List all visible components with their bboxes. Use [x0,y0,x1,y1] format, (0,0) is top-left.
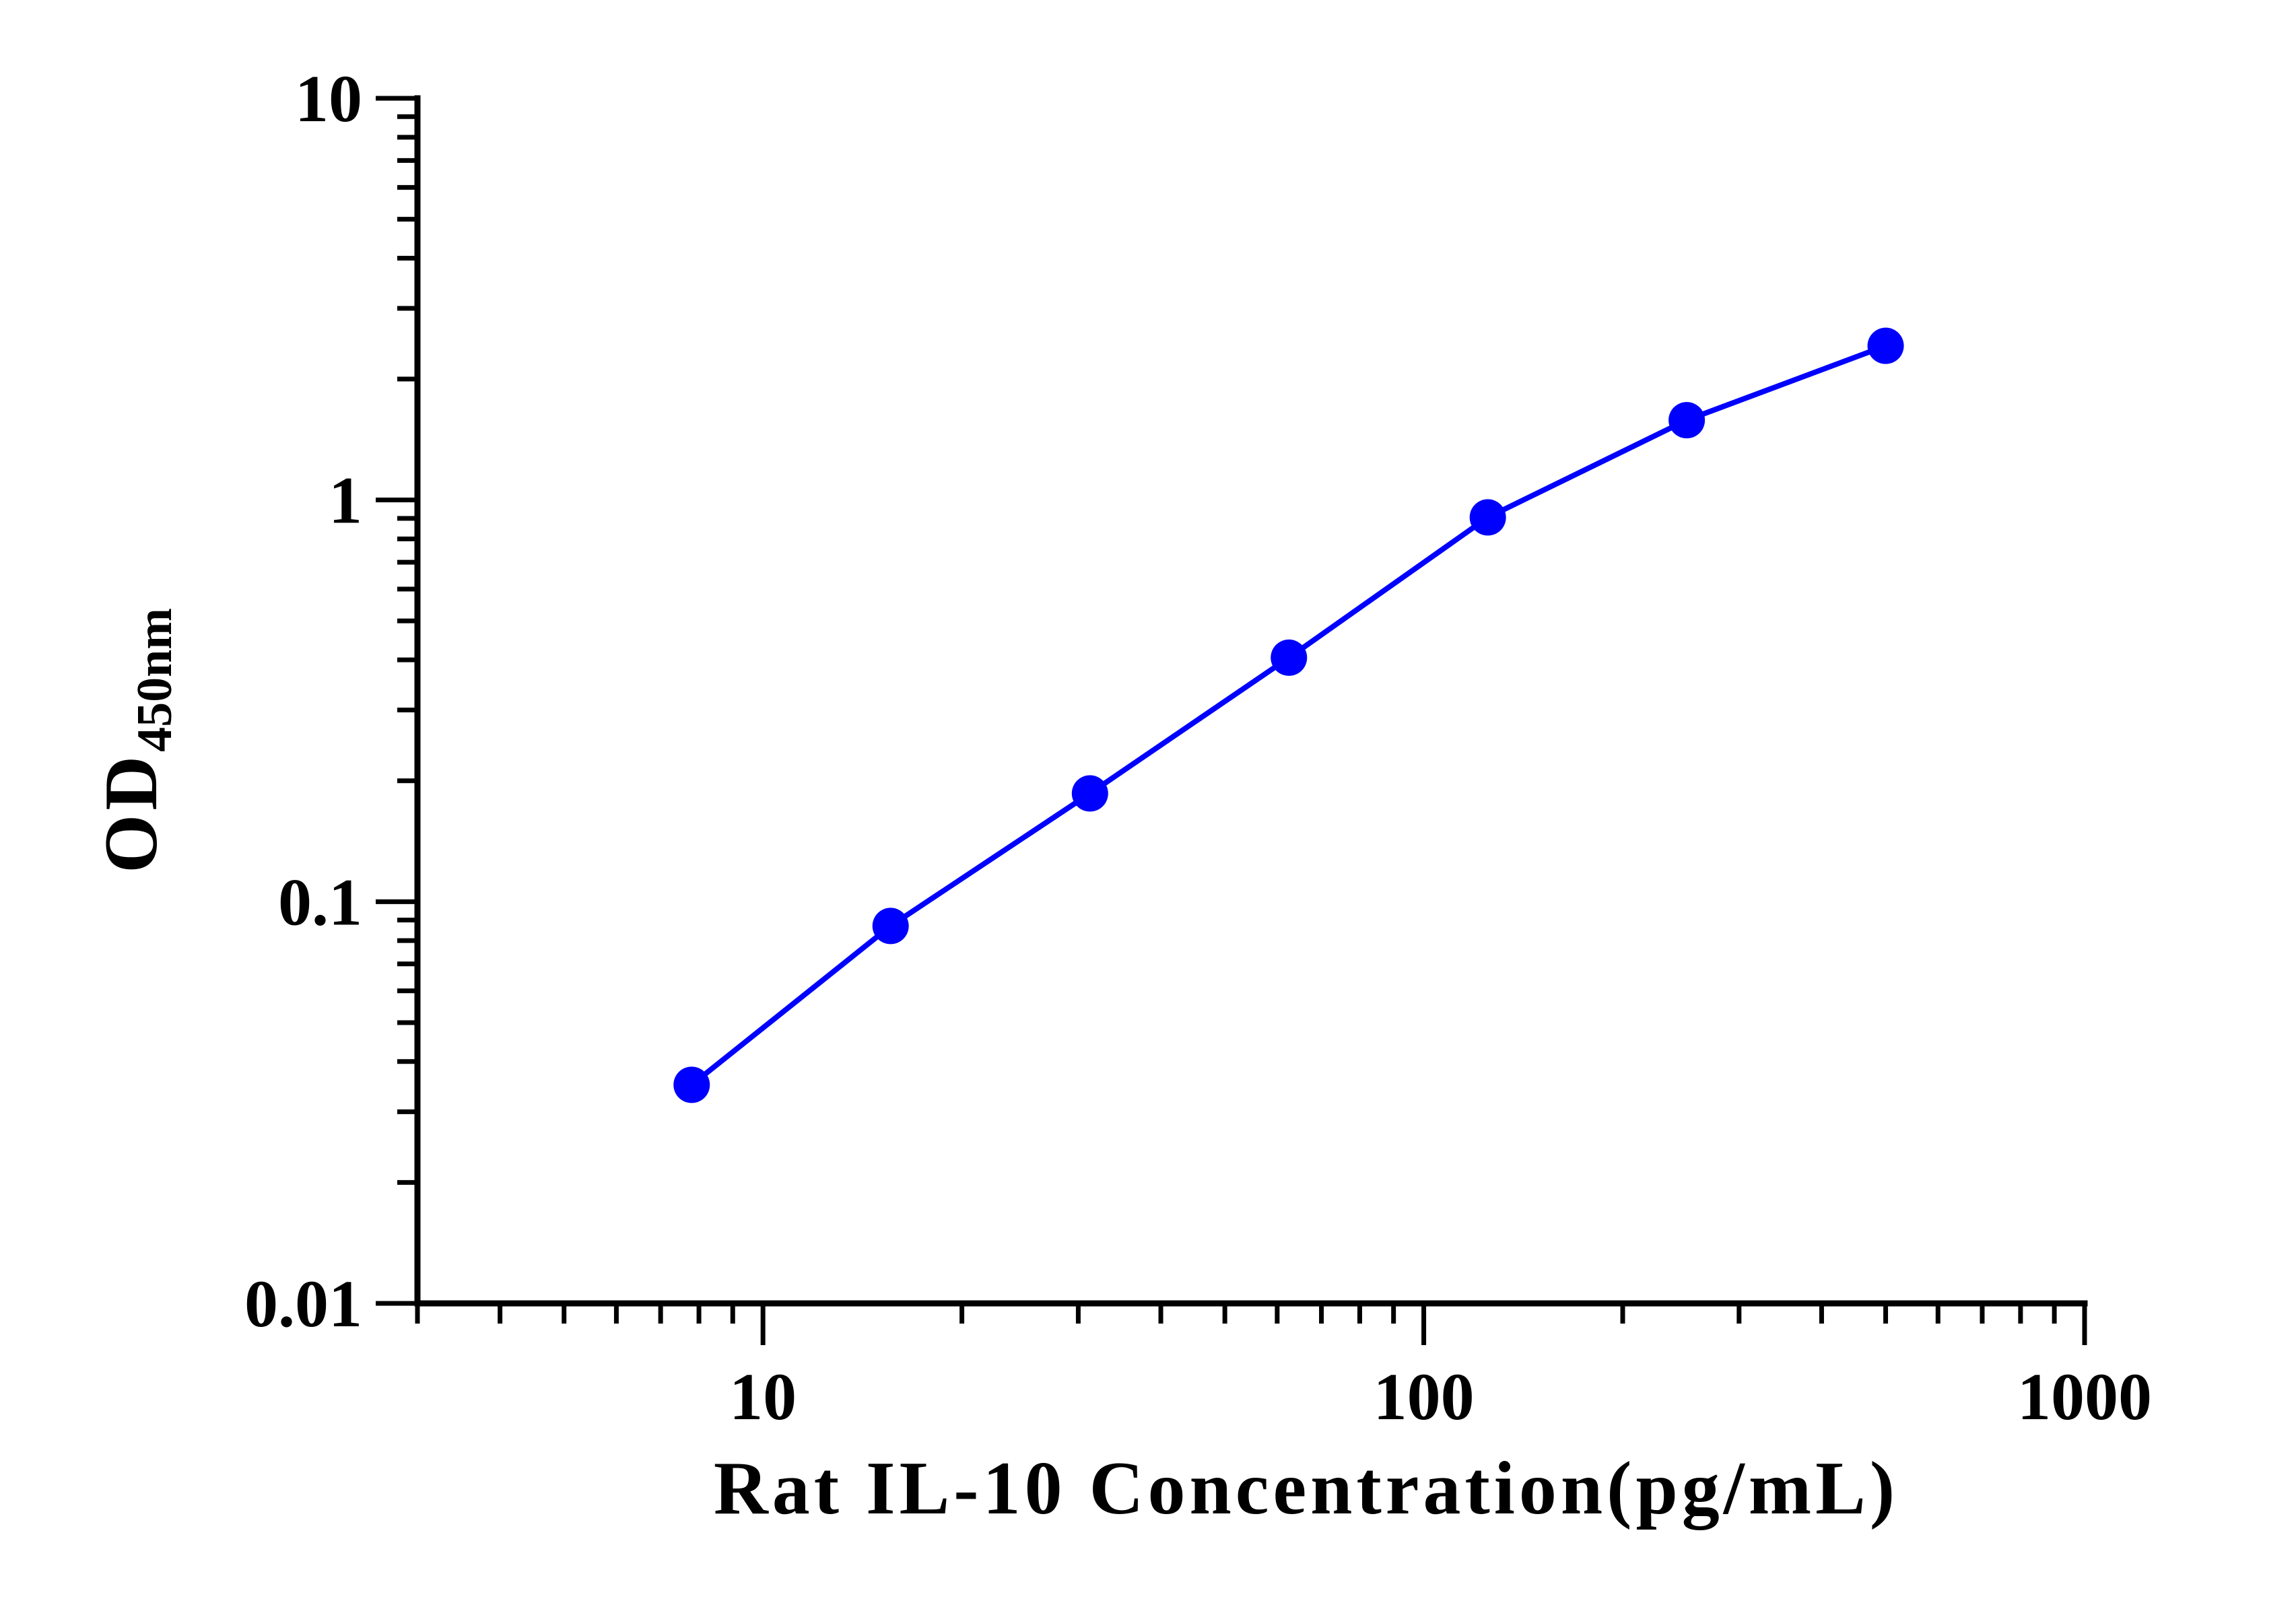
data-point [872,908,909,945]
data-point [1867,327,1904,364]
data-point [1071,775,1108,812]
data-point [1469,499,1506,536]
y-axis-title: OD450nm [90,608,182,873]
y-axis-title-subscript: 450nm [127,608,182,752]
y-axis-title-main: OD [90,752,173,873]
x-tick-label: 1000 [2017,1359,2152,1434]
axes-layer: 0.01 0.1 1 10 10 100 1000 [244,61,2152,1434]
series-layer [673,327,1904,1103]
x-tick-label: 10 [729,1359,797,1434]
y-tick-label: 0.01 [244,1266,362,1341]
y-tick-label: 10 [295,61,362,136]
y-tick-label: 1 [329,463,362,538]
data-point [1271,639,1308,676]
data-point [673,1066,710,1103]
x-tick-label: 100 [1374,1359,1475,1434]
data-point [1668,402,1706,439]
x-axis-title: Rat IL-10 Concentration(pg/mL) [714,1447,1899,1530]
series-line [689,343,1887,1087]
y-tick-label: 0.1 [278,864,362,939]
